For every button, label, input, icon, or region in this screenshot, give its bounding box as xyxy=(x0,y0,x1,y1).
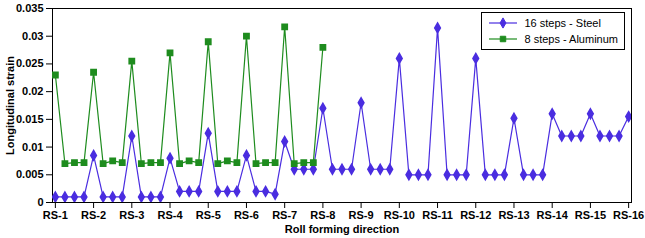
svg-text:RS-16: RS-16 xyxy=(613,209,644,221)
html-text:8 steps - Aluminum: 8 steps - Aluminum xyxy=(524,33,618,45)
svg-text:RS-11: RS-11 xyxy=(422,209,453,221)
html-text:16 steps - Steel: 16 steps - Steel xyxy=(524,17,601,29)
svg-text:RS-13: RS-13 xyxy=(498,209,529,221)
svg-text:RS-9: RS-9 xyxy=(349,209,374,221)
svg-text:RS-5: RS-5 xyxy=(196,209,221,221)
svg-text:RS-4: RS-4 xyxy=(157,209,183,221)
svg-text:RS-10: RS-10 xyxy=(384,209,415,221)
svg-text:RS-15: RS-15 xyxy=(575,209,606,221)
svg-text:RS-7: RS-7 xyxy=(272,209,297,221)
svg-text:RS-6: RS-6 xyxy=(234,209,259,221)
svg-text:0.02: 0.02 xyxy=(22,85,43,97)
svg-text:0.03: 0.03 xyxy=(22,30,43,42)
svg-text:0.005: 0.005 xyxy=(16,168,44,180)
svg-text:0: 0 xyxy=(37,196,43,208)
svg-text:0.015: 0.015 xyxy=(16,113,44,125)
svg-text:0.025: 0.025 xyxy=(16,57,44,69)
svg-text:RS-2: RS-2 xyxy=(81,209,106,221)
svg-text:RS-8: RS-8 xyxy=(310,209,335,221)
svg-text:RS-1: RS-1 xyxy=(43,209,68,221)
svg-text:0.01: 0.01 xyxy=(22,141,43,153)
svg-text:Longitudinal strain: Longitudinal strain xyxy=(4,56,16,155)
svg-text:RS-12: RS-12 xyxy=(460,209,491,221)
svg-text:Roll forming direction: Roll forming direction xyxy=(285,223,400,235)
svg-text:0.035: 0.035 xyxy=(16,2,44,14)
svg-text:RS-14: RS-14 xyxy=(537,209,569,221)
svg-text:RS-3: RS-3 xyxy=(119,209,144,221)
